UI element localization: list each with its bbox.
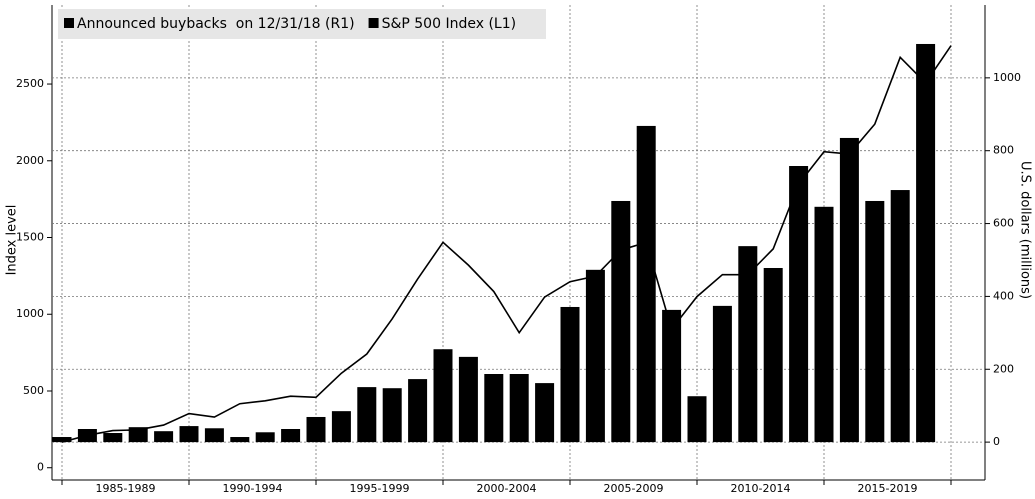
bar [281,429,301,443]
bar [662,309,682,443]
y2-tick-label: 400 [993,289,1014,302]
y-tick-label: 500 [23,384,44,397]
bar [611,200,631,443]
y-tick-label: 2000 [16,154,44,167]
legend-swatch [368,18,379,28]
bar [890,190,910,443]
bar [458,356,478,443]
y2-tick-label: 600 [993,217,1014,230]
bar [408,379,428,443]
x-tick-label: 1990-1994 [223,482,283,495]
bar [154,431,174,443]
legend-label: S&P 500 Index (L1) [382,16,517,32]
bar [865,200,885,443]
bar [382,388,402,443]
bar [585,269,605,443]
bar [839,137,859,443]
y-tick-label: 2500 [16,77,44,90]
bar [789,166,809,443]
bar [306,416,326,443]
line [61,45,952,443]
bar [636,125,656,443]
legend-box [58,9,546,39]
bar [509,373,529,443]
bar [712,305,732,443]
y2-tick-label: 0 [993,435,1000,448]
bar [128,427,148,443]
bar [179,426,199,443]
bar [103,433,123,443]
x-tick-label: 2000-2004 [477,482,537,495]
bar [535,383,555,443]
y2-axis-title: U.S. dollars (millions) [1018,161,1033,299]
bar [331,411,351,443]
bar [814,206,834,443]
bar [687,396,707,443]
bar [357,387,377,443]
bar [763,267,783,443]
bar [52,437,72,443]
y2-tick-label: 1000 [993,71,1021,84]
bar [230,437,250,443]
x-tick-label: 1985-1989 [96,482,156,495]
y2-tick-label: 200 [993,362,1014,375]
legend-label: Announced buybacks on 12/31/18 (R1) [77,16,355,32]
y-axis-title: Index level [5,205,20,276]
y-tick-label: 0 [37,461,44,474]
bar [484,373,504,443]
bar [916,43,936,443]
y-tick-label: 1500 [16,231,44,244]
legend-swatch [64,18,74,28]
x-tick-label: 2010-2014 [731,482,791,495]
y2-tick-label: 800 [993,144,1014,157]
bar [255,432,275,443]
x-tick-label: 2005-2009 [604,482,664,495]
x-tick-label: 1995-1999 [350,482,410,495]
bar [433,349,453,443]
x-tick-label: 2015-2019 [858,482,918,495]
y-tick-label: 1000 [16,307,44,320]
bar [204,428,224,443]
bar [560,306,580,443]
bar [738,246,758,443]
